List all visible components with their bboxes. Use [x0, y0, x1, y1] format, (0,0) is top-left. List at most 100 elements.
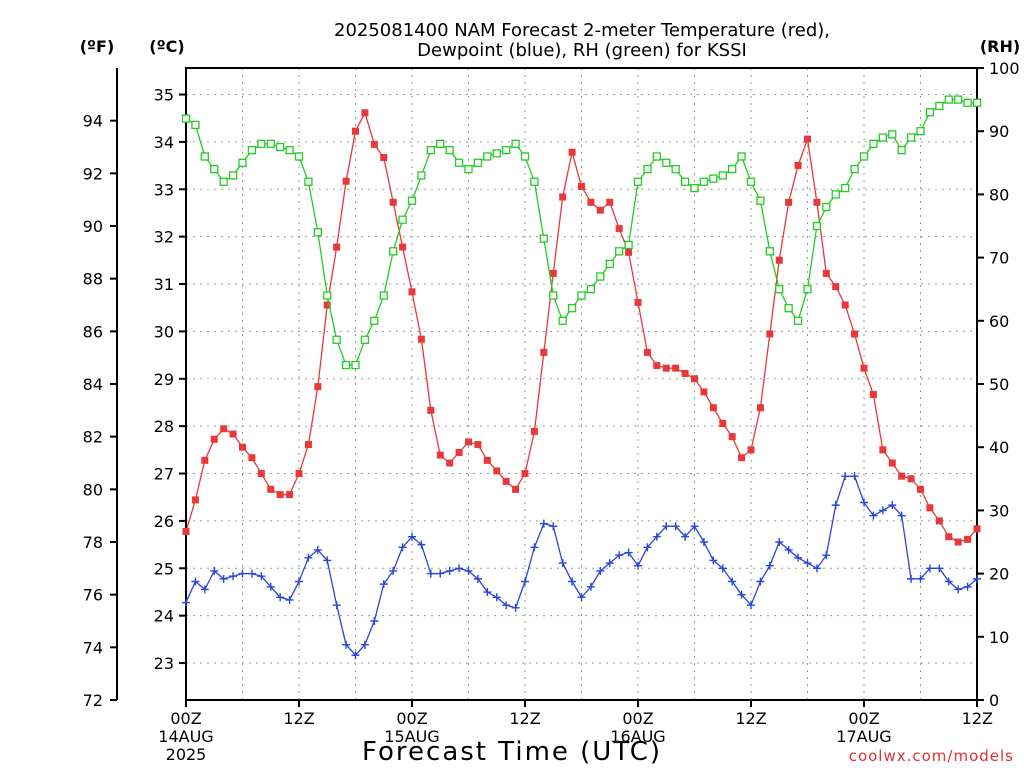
dewpoint-point: [624, 548, 633, 557]
dewpoint-point: [483, 588, 492, 597]
temperature-point: [568, 148, 576, 156]
rh-point: [323, 291, 332, 300]
rh-point: [803, 285, 812, 294]
dewpoint-point: [907, 574, 916, 583]
temperature-point: [286, 491, 294, 499]
temperature-point: [813, 198, 821, 206]
temperature-point: [465, 438, 472, 446]
x-tick-date-label: 17AUG: [836, 727, 891, 746]
celsius-tick-label: 25: [154, 559, 174, 578]
fahrenheit-tick-label: 84: [83, 375, 103, 394]
rh-tick-label: 100: [989, 59, 1020, 78]
temperature-point: [691, 375, 698, 383]
rh-point: [793, 316, 803, 325]
dewpoint-point: [812, 564, 821, 573]
dewpoint-point: [803, 559, 812, 568]
temperature-point: [549, 269, 557, 277]
dewpoint-point: [634, 561, 642, 570]
dewpoint-point: [464, 566, 473, 575]
fahrenheit-tick-label: 74: [83, 638, 103, 657]
temperature-series: [182, 109, 981, 546]
rh-point: [370, 316, 379, 325]
fahrenheit-tick-label: 72: [83, 691, 103, 710]
temperature-point: [399, 243, 407, 251]
x-tick-label: 12Z: [283, 709, 314, 728]
dewpoint-point: [219, 574, 228, 583]
dewpoint-point: [728, 577, 737, 586]
celsius-tick-label: 27: [154, 465, 174, 484]
rh-point: [398, 215, 407, 224]
rh-tick-label: 60: [989, 312, 1009, 331]
celsius-unit-label: (ºC): [149, 37, 184, 56]
dewpoint-point: [586, 582, 595, 591]
dewpoint-point: [247, 569, 256, 578]
dewpoint-point: [935, 564, 944, 573]
celsius-tick-label: 24: [154, 607, 174, 626]
rh-point: [294, 152, 304, 161]
temperature-point: [408, 288, 416, 296]
temperature-point: [521, 470, 529, 478]
dewpoint-point: [850, 472, 859, 481]
rh-point: [624, 240, 633, 250]
x-tick-label: 00Z: [848, 709, 879, 728]
rh-point: [728, 164, 737, 174]
temperature-point: [474, 441, 482, 449]
fahrenheit-tick-label: 78: [83, 533, 103, 552]
rh-point: [944, 95, 953, 104]
rh-point: [200, 152, 209, 161]
temperature-point: [530, 427, 538, 435]
rh-point: [539, 234, 548, 243]
temperature-point: [935, 517, 943, 525]
rh-tick-label: 30: [989, 501, 1009, 520]
dewpoint-point: [238, 569, 247, 578]
rh-point: [379, 291, 388, 300]
dewpoint-point: [351, 651, 360, 660]
rh-point: [972, 98, 982, 107]
rh-point: [841, 183, 850, 193]
temperature-point: [672, 364, 680, 372]
temperature-point: [615, 225, 623, 233]
temperature-point: [182, 527, 190, 535]
rh-point: [822, 202, 831, 212]
fahrenheit-tick-label: 94: [83, 112, 103, 131]
rh-tick-label: 10: [989, 628, 1009, 647]
rh-point: [888, 130, 897, 139]
celsius-tick-label: 23: [154, 654, 174, 673]
rh-point: [812, 221, 822, 231]
rh-tick-label: 40: [989, 438, 1009, 457]
temperature-point: [841, 301, 849, 309]
rh-point: [219, 177, 228, 186]
rh-point: [577, 291, 586, 300]
fahrenheit-tick-label: 90: [83, 217, 103, 236]
dewpoint-point: [973, 574, 981, 583]
dewpoint-point: [445, 566, 454, 575]
temperature-point: [860, 364, 868, 372]
dewpoint-point: [869, 511, 878, 520]
rh-point: [765, 247, 774, 256]
rh-point: [756, 196, 765, 205]
dewpoint-point: [295, 577, 303, 586]
dewpoint-point: [841, 472, 850, 481]
rh-tick-label: 80: [989, 185, 1009, 204]
temperature-point: [728, 433, 736, 441]
temperature-point: [201, 456, 209, 464]
rh-point: [285, 146, 294, 155]
dewpoint-point: [568, 577, 577, 586]
rh-point: [454, 158, 464, 167]
temperature-point: [700, 388, 708, 396]
temperature-point: [333, 243, 341, 251]
rh-point: [351, 360, 360, 370]
dewpoint-point: [765, 561, 774, 570]
rh-point: [567, 304, 577, 313]
dewpoint-point: [511, 603, 520, 612]
rh-point: [558, 316, 567, 325]
temperature-point: [276, 491, 284, 499]
rh-point: [850, 164, 859, 174]
dewpoint-point: [690, 522, 699, 531]
rh-point: [897, 146, 906, 155]
rh-point: [389, 247, 398, 256]
celsius-tick-label: 30: [154, 322, 174, 341]
dewpoint-point: [916, 574, 925, 583]
